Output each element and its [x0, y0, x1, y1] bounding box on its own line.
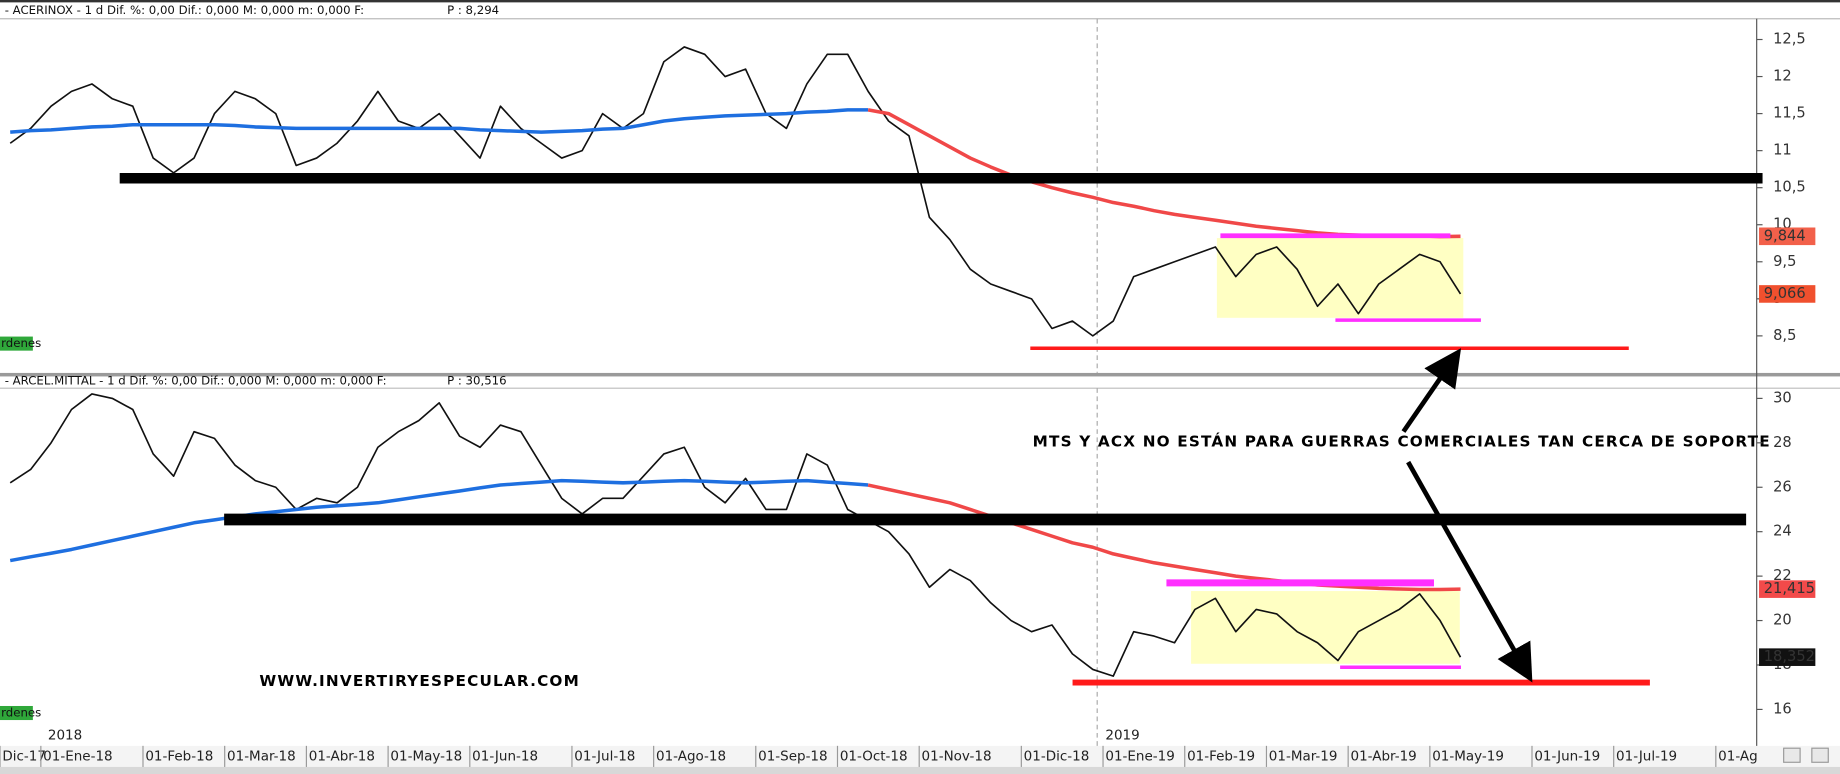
moving-average	[10, 108, 869, 134]
tag: rdenes	[1, 336, 41, 350]
price-label-box	[1759, 285, 1816, 303]
arrow	[1406, 460, 1533, 683]
year-label: 2019	[1105, 727, 1139, 743]
x-tick-label: 01-Abr-19	[1350, 748, 1416, 764]
price-label: 21,415	[1764, 580, 1815, 597]
y-tick-label: 30	[1773, 389, 1792, 406]
toolbar-button[interactable]	[1811, 747, 1829, 763]
front-layer: - ACERINOX - 1 d Dif. %: 0,00 Dif.: 0,00…	[0, 3, 1816, 767]
x-tick-label: 01-Sep-18	[758, 748, 827, 764]
tag: rdenes	[1, 706, 41, 720]
price-label-box	[1759, 227, 1816, 246]
x-tick-label: 01-Feb-19	[1187, 748, 1255, 764]
headline: MTS Y ACX NO ESTÁN PARA GUERRAS COMERCIA…	[1033, 432, 1771, 451]
x-tick-label: 01-Dic-18	[1024, 748, 1090, 764]
price-line	[9, 393, 1462, 677]
last-price: P : 30,516	[447, 374, 507, 388]
price-label-box	[1759, 580, 1816, 598]
panel-separator	[0, 372, 1840, 377]
price-label: 9,844	[1764, 227, 1806, 244]
y-tick-label: 12	[1773, 68, 1792, 85]
y-tick-label: 9,5	[1773, 253, 1796, 270]
y-tick-label: 20	[1773, 612, 1792, 629]
y-tick-label: 16	[1773, 700, 1792, 717]
panel-title: - ACERINOX - 1 d Dif. %: 0,00 Dif.: 0,00…	[5, 3, 364, 17]
last-price: P : 8,294	[447, 3, 499, 17]
price-label-box	[1759, 648, 1816, 666]
x-tick-label: 01-Jun-18	[472, 748, 538, 764]
x-tick-label: 01-Ag	[1718, 748, 1758, 764]
series-layer	[9, 46, 1462, 677]
price-label: 18,352	[1764, 648, 1815, 665]
moving-average	[867, 483, 1461, 592]
x-tick-label: 01-Jul-18	[574, 748, 635, 764]
y-tick-label: 22	[1773, 567, 1792, 584]
x-tick-label: 01-May-19	[1432, 748, 1504, 764]
x-tick-label: 01-Jul-19	[1616, 748, 1677, 764]
x-tick-label: 01-Oct-18	[840, 748, 908, 764]
range-box	[1216, 238, 1464, 318]
x-tick-label: 01-Mar-19	[1269, 748, 1338, 764]
status-strip	[0, 766, 1840, 774]
x-tick-label: Dic-17	[2, 748, 46, 764]
year-label: 2018	[48, 727, 82, 743]
price-line	[9, 46, 1462, 337]
moving-average	[9, 478, 869, 563]
arrow	[1401, 348, 1462, 433]
y-tick-label: 26	[1773, 478, 1792, 495]
x-tick-label: 01-Jun-19	[1534, 748, 1600, 764]
y-tick-label: 11	[1773, 142, 1792, 159]
y-tick-label: 24	[1773, 523, 1792, 540]
x-tick-label: 01-Mar-18	[227, 748, 296, 764]
price-label: 9,066	[1764, 285, 1806, 302]
x-tick-label: 01-Ene-19	[1105, 748, 1174, 764]
x-tick-label: 01-Ene-18	[43, 748, 112, 764]
range-box	[1191, 591, 1460, 664]
y-tick-label: 12,5	[1773, 31, 1806, 48]
website: WWW.INVERTIRYESPECULAR.COM	[259, 672, 580, 690]
tag-box	[0, 705, 33, 721]
panel-title: - ARCEL.MITTAL - 1 d Dif. %: 0,00 Dif.: …	[5, 374, 387, 388]
y-tick-label: 28	[1773, 434, 1792, 451]
y-tick-label: 11,5	[1773, 105, 1806, 122]
x-tick-label: 01-Feb-18	[145, 748, 213, 764]
y-tick-label: 10,5	[1773, 179, 1806, 196]
x-tick-label: 01-Abr-18	[309, 748, 375, 764]
tag-box	[0, 336, 33, 351]
x-tick-label: 01-May-18	[390, 748, 462, 764]
toolbar-button[interactable]	[1783, 747, 1801, 763]
x-tick-label: 01-Ago-18	[656, 748, 726, 764]
x-tick-label: 01-Nov-18	[922, 748, 992, 764]
y-tick-label: 8,5	[1773, 327, 1796, 344]
